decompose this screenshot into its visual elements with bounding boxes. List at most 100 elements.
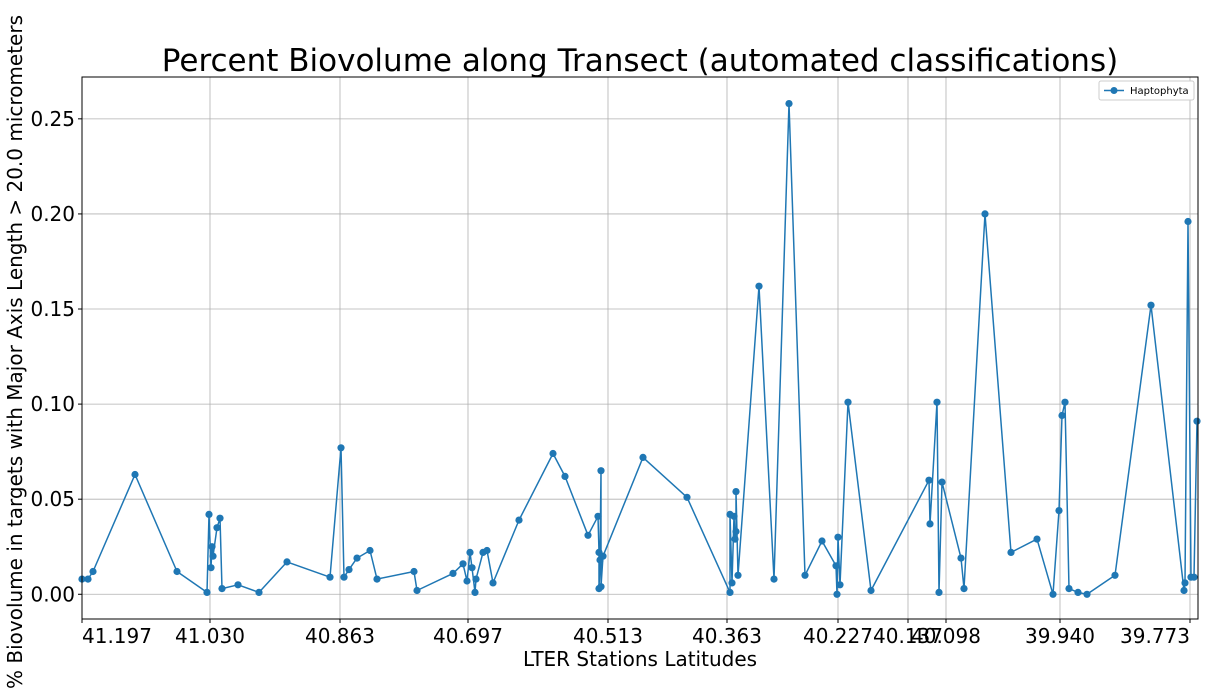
data-point — [834, 533, 842, 541]
x-tick-label: 40.513 — [573, 624, 643, 648]
data-point — [1190, 573, 1198, 581]
data-point — [599, 552, 607, 560]
data-point — [1184, 217, 1192, 226]
data-point — [639, 453, 647, 461]
data-point — [234, 581, 242, 589]
data-point — [1061, 398, 1069, 406]
data-point — [844, 398, 852, 406]
y-tick-label: 0.20 — [30, 202, 75, 226]
x-axis-title: LTER Stations Latitudes — [523, 647, 757, 671]
data-point — [549, 449, 557, 458]
data-point — [471, 588, 479, 597]
data-point — [89, 567, 97, 576]
data-point — [1049, 590, 1057, 598]
data-point — [755, 282, 763, 290]
data-point — [459, 560, 467, 568]
data-point — [732, 527, 740, 536]
y-tick-label: 0.15 — [30, 297, 75, 321]
data-point — [960, 585, 968, 593]
data-point — [935, 588, 943, 597]
data-point — [770, 575, 778, 583]
data-point — [283, 558, 291, 566]
x-tick-label: 40.363 — [692, 624, 762, 648]
y-axis: 0.00 0.05 0.10 0.15 0.20 0.25 — [30, 107, 82, 606]
data-point — [326, 573, 334, 581]
data-point — [867, 586, 875, 595]
data-point — [173, 567, 181, 576]
x-tick-label: 39.940 — [1025, 624, 1095, 648]
data-point — [785, 100, 793, 108]
data-point — [731, 535, 739, 543]
data-point — [373, 575, 381, 583]
y-tick-label: 0.05 — [30, 487, 75, 511]
data-point — [1065, 585, 1073, 593]
y-tick-label: 0.00 — [30, 582, 75, 606]
data-point — [1180, 586, 1188, 595]
data-point — [597, 583, 605, 591]
data-point — [833, 590, 841, 598]
data-point — [728, 579, 736, 587]
data-point — [730, 512, 738, 520]
data-point — [597, 467, 605, 475]
data-point — [337, 444, 345, 452]
data-point — [726, 588, 734, 597]
data-point — [489, 579, 497, 587]
data-point — [483, 546, 491, 555]
data-point — [205, 510, 213, 518]
data-point — [734, 571, 742, 579]
data-point — [218, 585, 226, 593]
legend: Haptophyta — [1098, 80, 1195, 101]
data-point — [353, 554, 361, 562]
plot-frame — [81, 76, 1199, 620]
data-point — [584, 531, 592, 539]
data-point — [515, 516, 523, 524]
data-point — [472, 575, 480, 583]
data-point — [1083, 590, 1091, 598]
x-tick-label: 39.773 — [1120, 624, 1190, 648]
y-tick-label: 0.10 — [30, 392, 75, 416]
x-tick-label: 41.030 — [175, 624, 245, 648]
data-point — [801, 571, 809, 579]
data-point — [1055, 507, 1063, 515]
data-point — [1193, 417, 1201, 425]
data-point — [832, 562, 840, 570]
data-point — [84, 575, 92, 583]
data-point — [1058, 411, 1066, 420]
data-point — [203, 588, 211, 597]
data-point — [216, 514, 224, 522]
data-point — [594, 512, 602, 520]
x-tick-label: 40.863 — [305, 624, 375, 648]
data-point — [207, 564, 215, 572]
data-point — [1147, 301, 1155, 309]
x-tick-label: 41.197 — [82, 624, 152, 648]
data-point — [926, 520, 934, 528]
legend-marker — [1110, 87, 1118, 94]
data-point — [340, 573, 348, 581]
data-point — [683, 493, 691, 501]
data-point — [213, 524, 221, 532]
data-point — [468, 564, 476, 572]
data-point — [818, 537, 826, 545]
data-point — [413, 586, 421, 595]
data-point — [208, 543, 216, 551]
data-point — [981, 210, 989, 218]
data-point — [255, 588, 263, 597]
data-point — [345, 566, 353, 574]
data-point — [131, 470, 139, 479]
data-point — [925, 476, 933, 484]
data-point — [1007, 548, 1015, 557]
data-point — [366, 546, 374, 555]
x-axis: 41.197 41.030 40.863 40.697 40.513 40.363 40.2… — [81, 619, 1191, 648]
data-point — [410, 567, 418, 576]
x-tick-label: 40.137 — [873, 624, 943, 648]
chart-title: Percent Biovolume along Transect (automa… — [162, 43, 1118, 79]
series-line — [82, 102, 1198, 596]
data-point — [836, 581, 844, 589]
data-point — [1181, 579, 1189, 587]
data-point — [732, 488, 740, 496]
data-point — [463, 577, 471, 585]
data-point — [1074, 588, 1082, 597]
data-point — [466, 548, 474, 557]
y-axis-title: % Biovolume in targets with Major Axis L… — [3, 15, 27, 689]
